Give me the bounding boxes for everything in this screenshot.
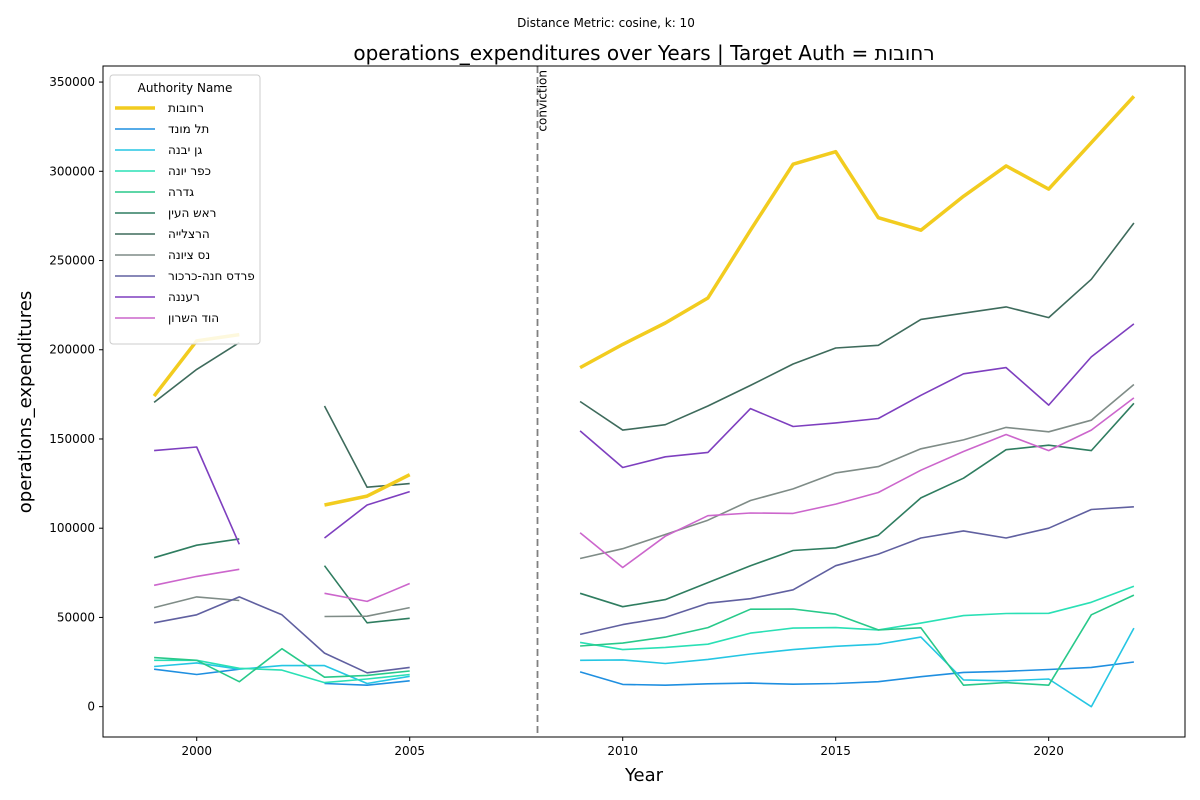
series-segment (579, 397, 1135, 569)
series-segment (324, 473, 411, 507)
series-line (153, 402, 1135, 624)
series-segment (154, 446, 241, 545)
series-segment (580, 627, 1135, 708)
legend-item: תל מונד (168, 122, 209, 136)
series-segment (579, 506, 1134, 636)
legend-item: כפר יונה (168, 164, 211, 178)
series-segment (579, 323, 1135, 469)
plot-frame (103, 66, 1185, 737)
legend-item: פרדס חנה-כרכור (168, 269, 255, 283)
legend: Authority Name רחובות תל מונד גן יבנה כפר יו… (109, 74, 261, 345)
series-segment (579, 402, 1135, 608)
legend-item: נס ציונה (168, 248, 210, 262)
series-layer (152, 95, 1136, 708)
legend-item: גן יבנה (168, 143, 202, 157)
x-tick-label: 2000 (181, 744, 212, 758)
series-segment (153, 568, 240, 587)
x-tick-label: 2020 (1033, 744, 1064, 758)
legend-item: גדרה (168, 185, 194, 199)
series-segment (153, 596, 240, 609)
series-segment (579, 661, 1135, 687)
series-segment (153, 341, 240, 404)
y-tick-label: 50000 (57, 610, 95, 624)
series-line (153, 397, 1135, 603)
x-tick-label: 2005 (394, 744, 425, 758)
series-line (154, 627, 1135, 708)
y-tick-label: 300000 (49, 164, 95, 178)
y-tick-label: 250000 (49, 254, 95, 268)
y-tick-label: 200000 (49, 343, 95, 357)
chart-suptitle: Distance Metric: cosine, k: 10 (517, 16, 695, 30)
y-tick-label: 350000 (49, 75, 95, 89)
chart-title: operations_expenditures over Years | Tar… (353, 41, 934, 65)
x-tick-label: 2015 (820, 744, 851, 758)
series-segment (324, 582, 411, 603)
x-axis: 2000 2005 2010 2015 2020 (181, 737, 1064, 758)
series-segment (323, 405, 410, 489)
series-line (153, 222, 1135, 489)
series-segment (580, 594, 1135, 687)
legend-item: הוד השרון (168, 311, 219, 325)
series-line (154, 323, 1135, 545)
plot-border (102, 65, 1186, 738)
series-line (153, 506, 1134, 674)
y-tick-label: 100000 (49, 521, 95, 535)
x-axis-label: Year (624, 765, 664, 786)
series-segment (579, 95, 1136, 370)
legend-title: Authority Name (138, 81, 233, 95)
series-segment (153, 538, 240, 559)
annotation-layer: conviction (536, 66, 550, 737)
y-axis: 0 50000 100000 150000 200000 250000 300000 3500… (49, 75, 103, 714)
series-segment (324, 680, 410, 687)
plot-area: conviction (102, 65, 1186, 738)
y-tick-label: 0 (87, 700, 95, 714)
y-axis-label: operations_expenditures (15, 291, 36, 513)
series-segment (324, 490, 410, 539)
series-segment (579, 585, 1135, 651)
series-segment (579, 222, 1135, 431)
series-segment (154, 662, 410, 685)
legend-item: ראש העין (168, 206, 216, 220)
legend-item: רעננה (168, 290, 200, 304)
legend-item: רחובות (168, 101, 204, 115)
series-segment (153, 596, 410, 674)
series-segment (323, 565, 410, 624)
series-segment (324, 606, 410, 618)
x-tick-label: 2010 (607, 744, 638, 758)
series-line (154, 661, 1135, 687)
conviction-label: conviction (536, 70, 550, 132)
legend-item: הרצלייה (168, 227, 210, 241)
y-tick-label: 150000 (49, 432, 95, 446)
series-segment (154, 668, 240, 676)
series-segment (154, 647, 410, 683)
series-line (154, 594, 1135, 687)
